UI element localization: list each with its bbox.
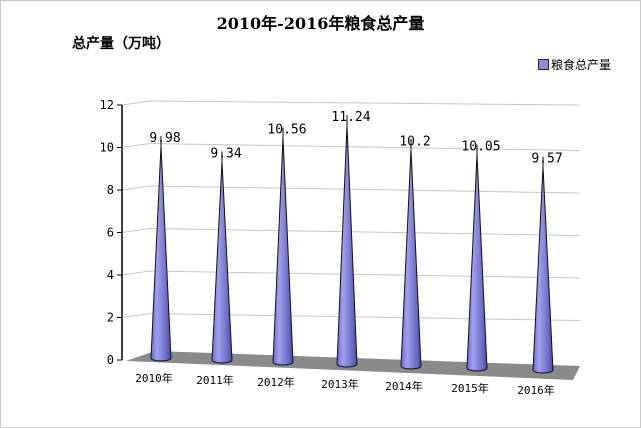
x-tick-label: 2013年 — [321, 377, 359, 391]
cone-bar — [532, 166, 554, 374]
y-tick-label: 12 — [100, 98, 114, 112]
cone-bar — [272, 137, 294, 366]
cone-bar — [211, 161, 233, 364]
x-tick-label: 2015年 — [451, 381, 489, 395]
gridline — [121, 142, 581, 151]
y-tick-label: 4 — [107, 268, 114, 282]
x-tick-label: 2016年 — [517, 383, 555, 397]
legend-swatch — [538, 59, 549, 70]
x-tick-label: 2010年 — [135, 371, 173, 385]
y-tick-label: 0 — [107, 353, 114, 367]
cone-bar — [336, 125, 358, 368]
y-tick-label: 6 — [107, 226, 114, 240]
data-label: 10.2 — [399, 134, 430, 149]
x-tick-label: 2012年 — [257, 375, 295, 389]
legend: 粮食总产量 — [538, 56, 611, 73]
cone-bar — [466, 154, 488, 372]
x-tick-label: 2014年 — [385, 379, 423, 393]
legend-label: 粮食总产量 — [551, 58, 612, 72]
y-tick-label: 2 — [107, 311, 114, 325]
cone-bar — [150, 145, 172, 362]
data-label: 11.24 — [331, 110, 370, 125]
chart-title: 2010年-2016年粮食总产量 — [216, 14, 425, 33]
data-label: 9.57 — [531, 152, 562, 167]
data-label: 10.05 — [461, 139, 500, 154]
cone-bar — [400, 149, 422, 370]
x-tick-label: 2011年 — [196, 373, 234, 387]
data-label: 9.34 — [210, 147, 241, 162]
gridline — [121, 312, 581, 321]
gridline — [121, 270, 581, 279]
gridline — [121, 227, 581, 236]
y-axis-label: 总产量（万吨） — [72, 36, 170, 52]
y-tick-label: 8 — [107, 183, 114, 197]
gridline — [121, 185, 581, 194]
y-tick-label: 10 — [100, 141, 114, 155]
gridline — [121, 100, 581, 106]
data-label: 10.56 — [267, 123, 306, 138]
data-label: 9.98 — [149, 131, 180, 146]
